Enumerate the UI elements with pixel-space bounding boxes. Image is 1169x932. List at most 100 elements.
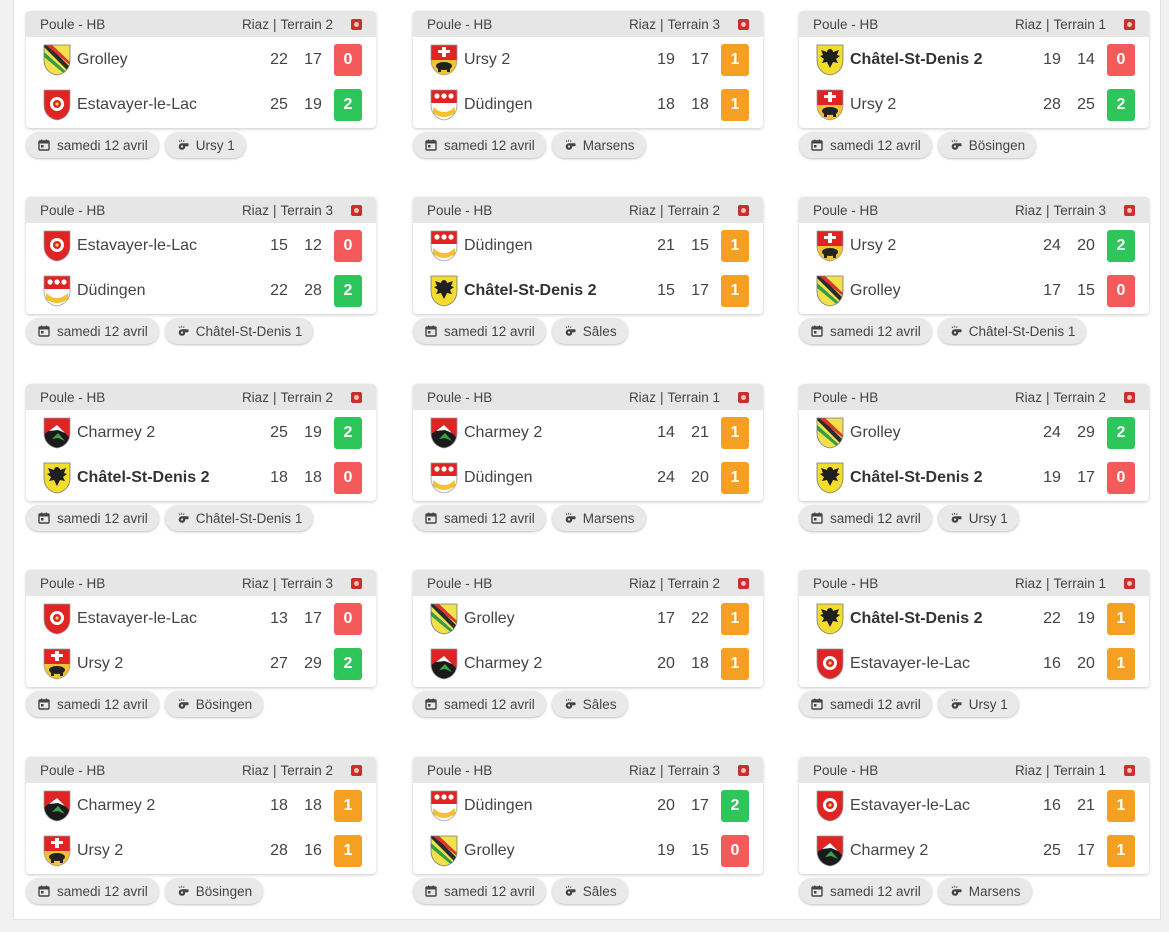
team-name[interactable]: Châtel-St-Denis 2 — [464, 281, 597, 299]
referee-chip[interactable]: Sâles — [551, 878, 628, 904]
referee-chip[interactable]: Ursy 1 — [937, 505, 1019, 531]
stream-icon[interactable] — [1124, 577, 1135, 589]
match-result[interactable]: Poule - HB Riaz | Terrain 1 Charmey 2 14 21 1 Dü… — [413, 384, 763, 501]
referee-chip[interactable]: Sâles — [551, 318, 628, 344]
date-chip[interactable]: samedi 12 avril — [799, 505, 932, 531]
group-label: Poule - HB — [813, 389, 879, 405]
date-chip[interactable]: samedi 12 avril — [413, 878, 546, 904]
team-name[interactable]: Grolley — [77, 50, 128, 68]
referee-chip[interactable]: Marsens — [551, 505, 646, 531]
match-result[interactable]: Poule - HB Riaz | Terrain 1 Châtel-St-Denis … — [799, 11, 1149, 128]
stream-icon[interactable] — [351, 391, 362, 403]
set2-score: 18 — [304, 796, 322, 814]
date-chip[interactable]: samedi 12 avril — [413, 318, 546, 344]
stream-icon[interactable] — [1124, 391, 1135, 403]
stream-icon[interactable] — [1124, 18, 1135, 30]
set2-score: 15 — [691, 841, 709, 859]
team-name[interactable]: Ursy 2 — [77, 654, 124, 672]
match-result[interactable]: Poule - HB Riaz | Terrain 2 Düdingen 21 15 1 Châ… — [413, 197, 763, 314]
team-name[interactable]: Charmey 2 — [850, 841, 929, 859]
date-chip[interactable]: samedi 12 avril — [26, 878, 159, 904]
match-result[interactable]: Poule - HB Riaz | Terrain 3 Estavayer-le-Lac… — [26, 197, 376, 314]
date-chip[interactable]: samedi 12 avril — [26, 505, 159, 531]
date-chip[interactable]: samedi 12 avril — [799, 318, 932, 344]
referee-chip[interactable]: Marsens — [937, 878, 1032, 904]
team-name[interactable]: Estavayer-le-Lac — [77, 95, 198, 113]
team-name[interactable]: Estavayer-le-Lac — [77, 236, 198, 254]
date-chip[interactable]: samedi 12 avril — [413, 691, 546, 717]
stream-icon[interactable] — [351, 204, 362, 216]
match-header: Poule - HB Riaz | Terrain 2 — [26, 11, 376, 37]
stream-icon[interactable] — [738, 764, 749, 776]
team-name[interactable]: Châtel-St-Denis 2 — [850, 609, 983, 627]
match-result[interactable]: Poule - HB Riaz | Terrain 2 Grolley 24 29 2 Chât… — [799, 384, 1149, 501]
date-chip[interactable]: samedi 12 avril — [413, 132, 546, 158]
team-name[interactable]: Charmey 2 — [77, 423, 156, 441]
date-chip[interactable]: samedi 12 avril — [26, 132, 159, 158]
team-name[interactable]: Düdingen — [464, 95, 533, 113]
team-name[interactable]: Düdingen — [77, 281, 146, 299]
match-result[interactable]: Poule - HB Riaz | Terrain 1 Estavayer-le-Lac… — [799, 757, 1149, 874]
match-header: Poule - HB Riaz | Terrain 2 — [26, 384, 376, 410]
referee-chip[interactable]: Bösingen — [164, 691, 264, 717]
team-name[interactable]: Charmey 2 — [77, 796, 156, 814]
stream-icon[interactable] — [351, 577, 362, 589]
stream-icon[interactable] — [738, 577, 749, 589]
match-result[interactable]: Poule - HB Riaz | Terrain 3 Düdingen 20 17 2 Gro… — [413, 757, 763, 874]
stream-icon[interactable] — [1124, 204, 1135, 216]
team-name[interactable]: Ursy 2 — [464, 50, 511, 68]
date-chip[interactable]: samedi 12 avril — [799, 691, 932, 717]
match-result[interactable]: Poule - HB Riaz | Terrain 1 Châtel-St-Denis … — [799, 570, 1149, 687]
stream-icon[interactable] — [351, 764, 362, 776]
team-name[interactable]: Châtel-St-Denis 2 — [850, 468, 983, 486]
match-result[interactable]: Poule - HB Riaz | Terrain 2 Grolley 22 17 0 Esta… — [26, 11, 376, 128]
whistle-icon — [177, 885, 196, 897]
referee-chip[interactable]: Châtel-St-Denis 1 — [164, 505, 314, 531]
referee-chip[interactable]: Ursy 1 — [937, 691, 1019, 717]
referee-chip[interactable]: Marsens — [551, 132, 646, 158]
match-result[interactable]: Poule - HB Riaz | Terrain 3 Estavayer-le-Lac… — [26, 570, 376, 687]
match-result[interactable]: Poule - HB Riaz | Terrain 3 Ursy 2 19 17 1 Düdin… — [413, 11, 763, 128]
team-name[interactable]: Düdingen — [464, 468, 533, 486]
team-name[interactable]: Estavayer-le-Lac — [850, 654, 971, 672]
referee-chip[interactable]: Bösingen — [164, 878, 264, 904]
referee-label: Marsens — [968, 883, 1021, 899]
stream-icon[interactable] — [351, 18, 362, 30]
team-name[interactable]: Châtel-St-Denis 2 — [850, 50, 983, 68]
team-name[interactable]: Ursy 2 — [850, 95, 897, 113]
team-name[interactable]: Ursy 2 — [850, 236, 897, 254]
team-name[interactable]: Estavayer-le-Lac — [850, 796, 971, 814]
stream-icon[interactable] — [738, 18, 749, 30]
separator: | — [659, 16, 664, 32]
team-name[interactable]: Ursy 2 — [77, 841, 124, 859]
date-chip[interactable]: samedi 12 avril — [799, 132, 932, 158]
team-name[interactable]: Charmey 2 — [464, 423, 543, 441]
match-result[interactable]: Poule - HB Riaz | Terrain 2 Grolley 17 22 1 Char… — [413, 570, 763, 687]
date-chip[interactable]: samedi 12 avril — [799, 878, 932, 904]
team-name[interactable]: Charmey 2 — [464, 654, 543, 672]
stream-icon[interactable] — [1124, 764, 1135, 776]
team-name[interactable]: Düdingen — [464, 236, 533, 254]
referee-chip[interactable]: Ursy 1 — [164, 132, 246, 158]
date-chip[interactable]: samedi 12 avril — [413, 505, 546, 531]
match-result[interactable]: Poule - HB Riaz | Terrain 3 Ursy 2 24 20 2 Groll… — [799, 197, 1149, 314]
stream-icon[interactable] — [738, 204, 749, 216]
stream-icon[interactable] — [738, 391, 749, 403]
separator: | — [1045, 389, 1050, 405]
team-name[interactable]: Châtel-St-Denis 2 — [77, 468, 210, 486]
referee-chip[interactable]: Sâles — [551, 691, 628, 717]
referee-chip[interactable]: Châtel-St-Denis 1 — [937, 318, 1087, 344]
separator: | — [659, 389, 664, 405]
team-name[interactable]: Grolley — [850, 423, 901, 441]
team-name[interactable]: Düdingen — [464, 796, 533, 814]
match-result[interactable]: Poule - HB Riaz | Terrain 2 Charmey 2 25 19 2 Ch… — [26, 384, 376, 501]
referee-chip[interactable]: Bösingen — [937, 132, 1037, 158]
team-name[interactable]: Grolley — [464, 609, 515, 627]
team-name[interactable]: Estavayer-le-Lac — [77, 609, 198, 627]
team-name[interactable]: Grolley — [464, 841, 515, 859]
date-chip[interactable]: samedi 12 avril — [26, 318, 159, 344]
match-result[interactable]: Poule - HB Riaz | Terrain 2 Charmey 2 18 18 1 Ur… — [26, 757, 376, 874]
team-name[interactable]: Grolley — [850, 281, 901, 299]
date-chip[interactable]: samedi 12 avril — [26, 691, 159, 717]
referee-chip[interactable]: Châtel-St-Denis 1 — [164, 318, 314, 344]
